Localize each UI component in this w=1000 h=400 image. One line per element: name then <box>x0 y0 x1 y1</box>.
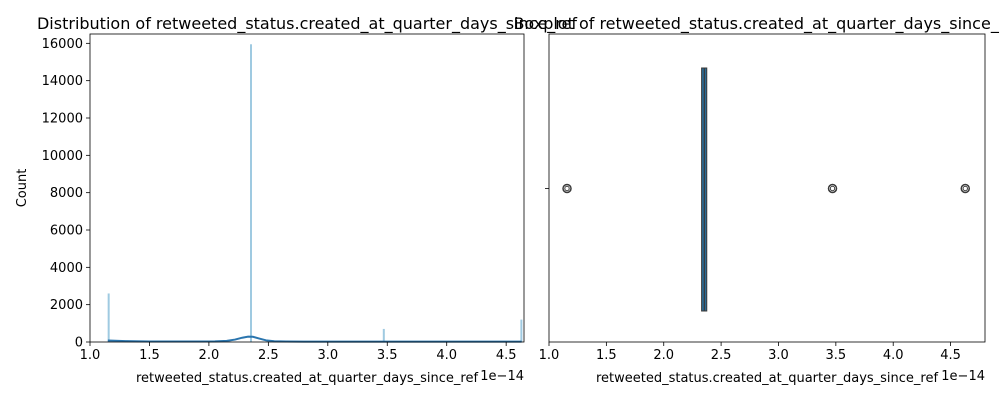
histogram-y-tick-label: 0 <box>75 336 83 351</box>
boxplot-x-tick-label: 1.0 <box>539 348 560 363</box>
histogram-x-ticks: 1.0 1.5 2.0 2.5 3.0 3.5 4.0 4.5 <box>80 342 517 363</box>
boxplot-title: Boxplot of retweeted_status.created_at_q… <box>513 14 1000 34</box>
histogram-y-ticks: 0 2000 4000 6000 8000 10000 12000 14000 16000 <box>42 37 90 351</box>
histogram-x-offset-text: 1e−14 <box>480 369 524 384</box>
boxplot-x-tick-label: 4.5 <box>940 348 961 363</box>
histogram-x-tick-label: 1.5 <box>139 348 160 363</box>
boxplot-x-ticks: 1.0 1.5 2.0 2.5 3.0 3.5 4.0 4.5 <box>539 342 961 363</box>
boxplot-x-axis-label: retweeted_status.created_at_quarter_days… <box>596 371 939 386</box>
histogram-x-tick-label: 2.0 <box>199 348 220 363</box>
histogram-bar <box>520 319 523 342</box>
boxplot-plot-frame <box>548 33 986 343</box>
boxplot-marks <box>562 67 971 312</box>
histogram-x-tick-label: 4.5 <box>496 348 517 363</box>
histogram-bar <box>107 293 110 342</box>
histogram-x-tick-label: 1.0 <box>80 348 101 363</box>
histogram-y-axis-label: Count <box>15 169 30 208</box>
histogram-x-tick-label: 4.0 <box>436 348 457 363</box>
boxplot-x-offset-text: 1e−14 <box>941 369 985 384</box>
histogram-y-tick-label: 10000 <box>42 149 83 164</box>
boxplot-x-tick-label: 2.0 <box>653 348 674 363</box>
histogram-y-tick-label: 2000 <box>50 298 83 313</box>
histogram-x-tick-label: 3.0 <box>317 348 338 363</box>
histogram-y-tick-label: 8000 <box>50 186 83 201</box>
kde-line <box>107 335 522 343</box>
histogram-y-tick-label: 12000 <box>42 112 83 127</box>
boxplot-panel: 1.0 1.5 2.0 2.5 3.0 3.5 4.0 4.5 Boxplot of retw… <box>513 14 1000 386</box>
boxplot-x-tick-label: 2.5 <box>711 348 732 363</box>
histogram-y-tick-label: 4000 <box>50 261 83 276</box>
histogram-y-tick-label: 16000 <box>42 37 83 52</box>
histogram-x-axis-label: retweeted_status.created_at_quarter_days… <box>136 371 479 386</box>
histogram-title: Distribution of retweeted_status.created… <box>37 14 577 34</box>
histogram-plot-frame <box>89 33 525 343</box>
boxplot-x-tick-label: 3.0 <box>768 348 789 363</box>
histogram-panel: 1.0 1.5 2.0 2.5 3.0 3.5 4.0 4.5 0 2000 4000 6000 80… <box>15 14 577 386</box>
histogram-y-tick-label: 6000 <box>50 224 83 239</box>
boxplot-outlier <box>960 183 971 194</box>
boxplot-x-tick-label: 1.5 <box>596 348 617 363</box>
boxplot-outlier-inner <box>962 185 968 192</box>
boxplot-outlier <box>562 183 572 194</box>
histogram-bar <box>250 44 252 343</box>
histogram-bars <box>107 44 523 343</box>
boxplot-x-tick-label: 3.5 <box>825 348 846 363</box>
histogram-bar <box>382 328 385 342</box>
histogram-x-tick-label: 3.5 <box>377 348 398 363</box>
boxplot-outlier <box>827 183 838 194</box>
boxplot-outlier-inner <box>829 185 836 192</box>
boxplot-x-tick-label: 4.0 <box>883 348 904 363</box>
histogram-x-tick-label: 2.5 <box>258 348 279 363</box>
boxplot-outlier-inner <box>564 185 570 192</box>
histogram-y-tick-label: 14000 <box>42 74 83 89</box>
